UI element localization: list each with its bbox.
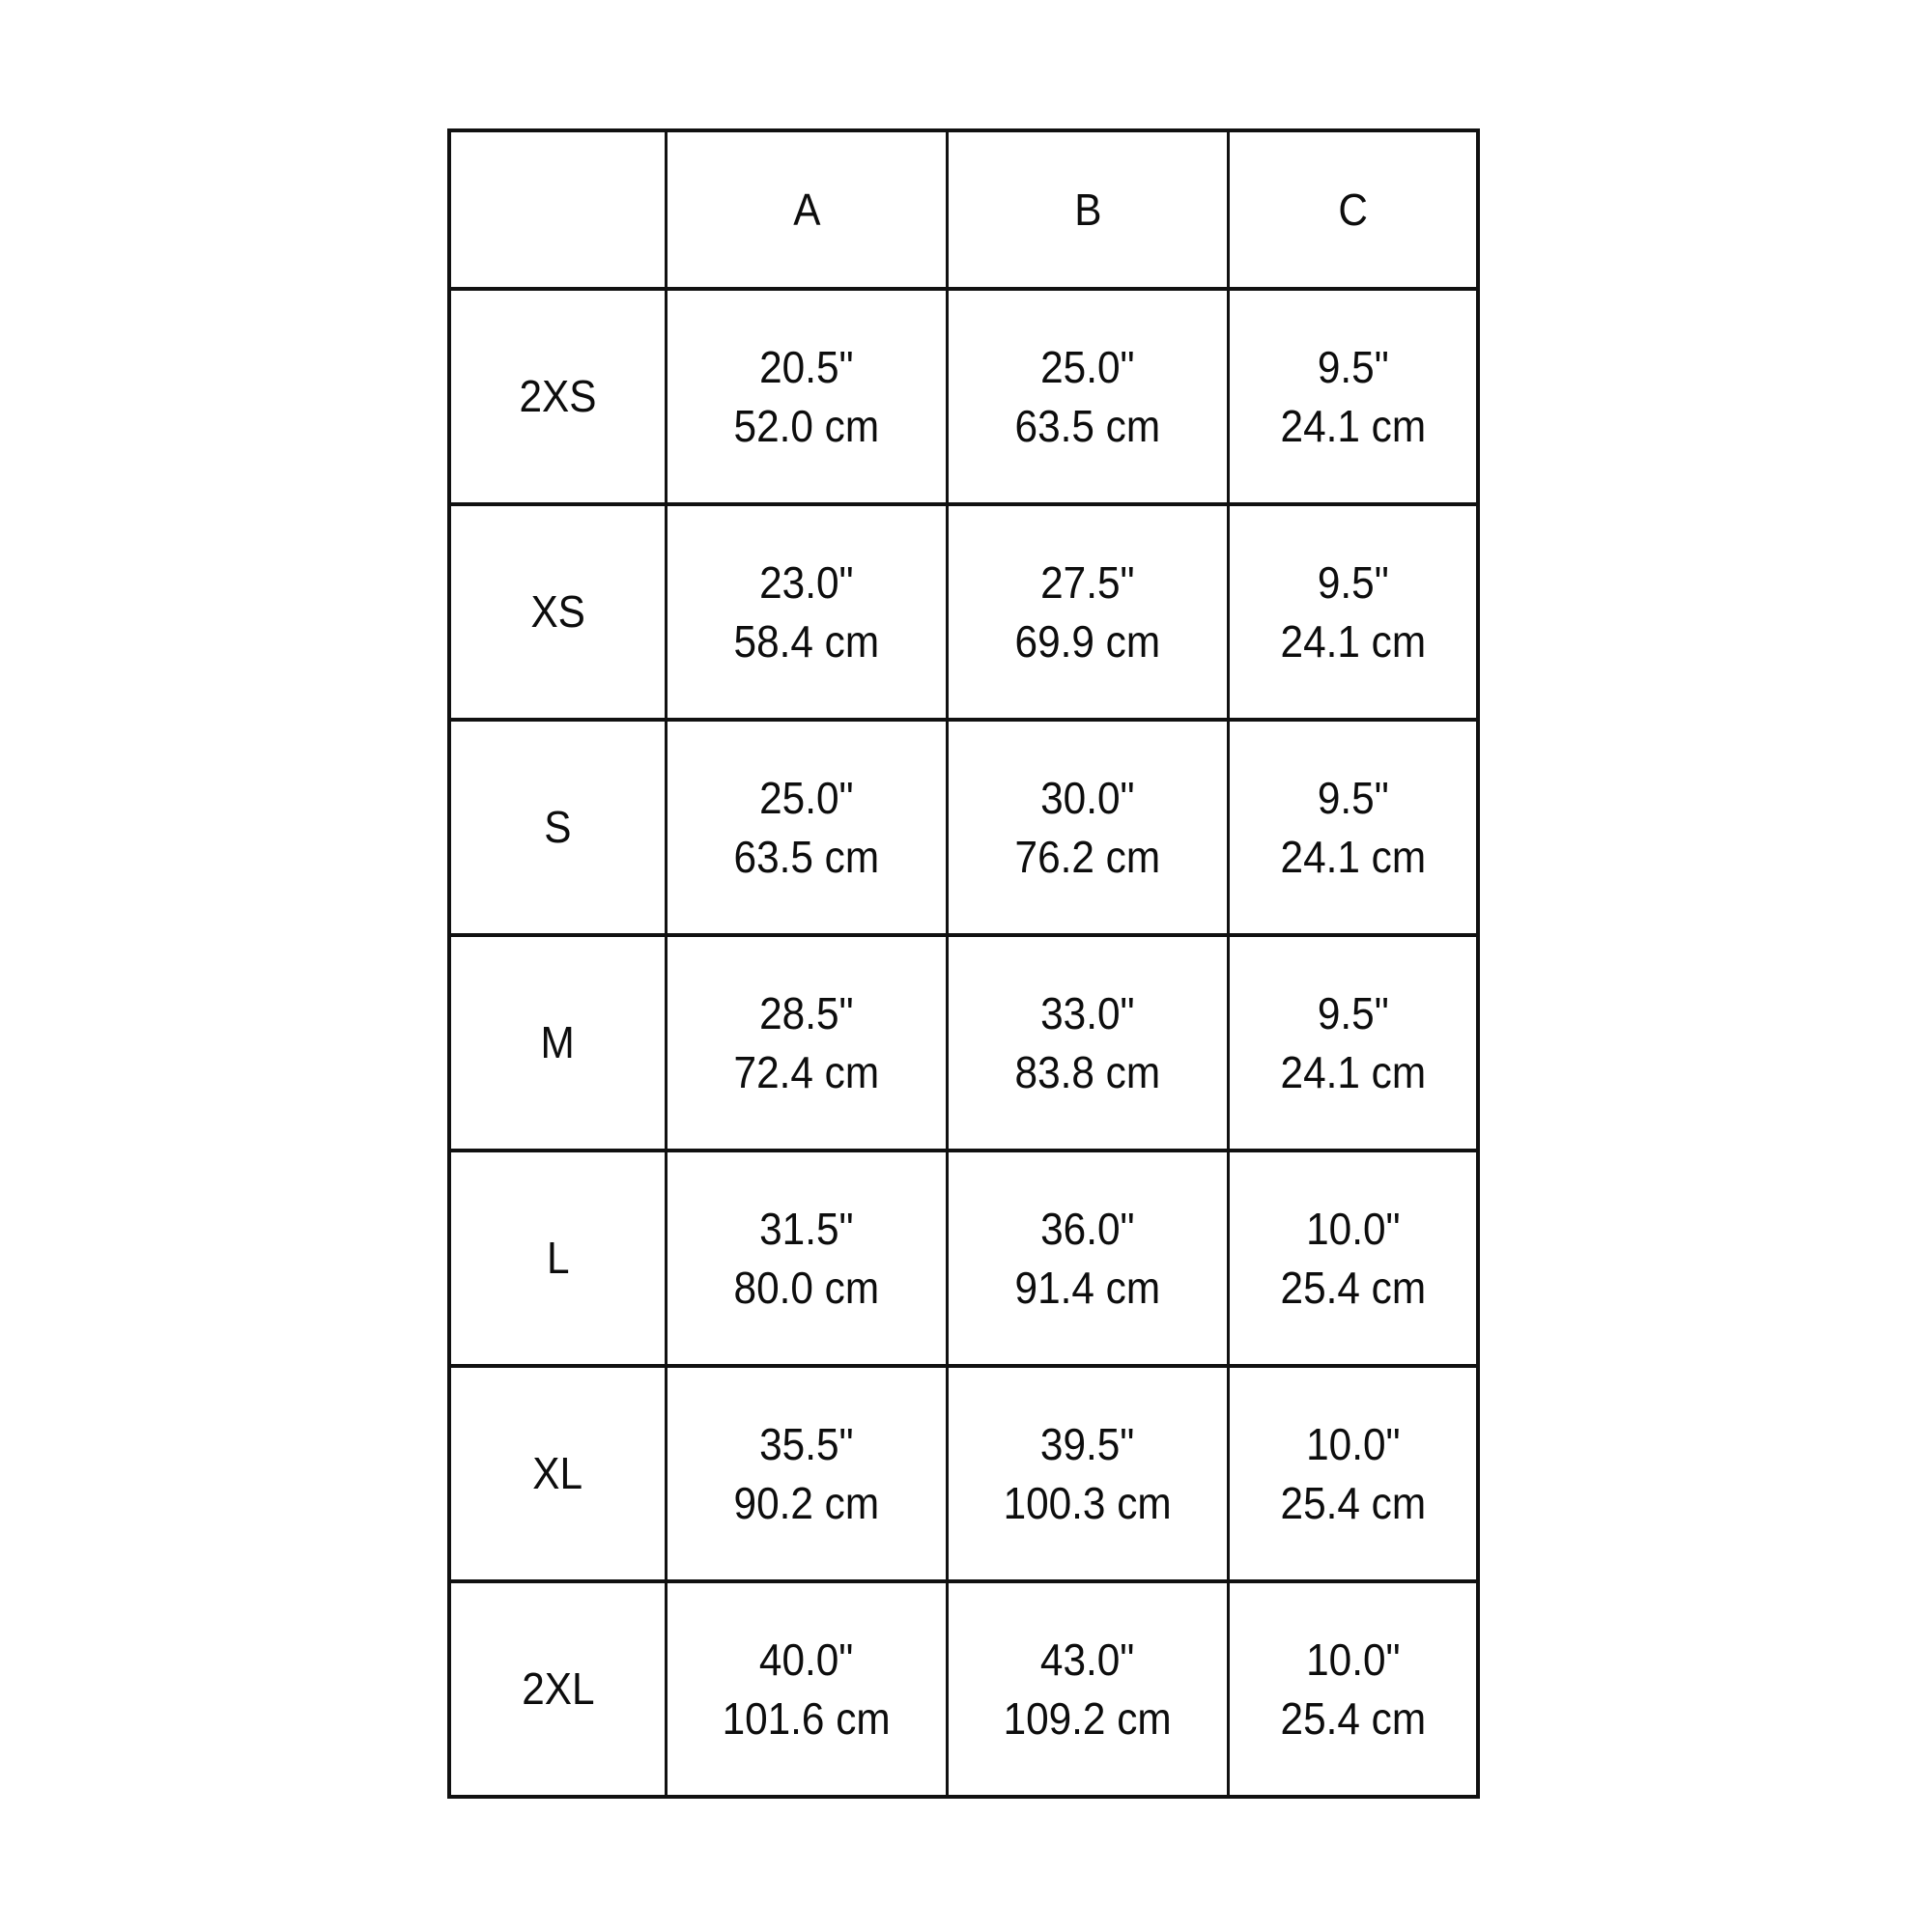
- value-inches: 30.0": [1040, 772, 1135, 823]
- value-cm: 25.4 cm: [1280, 1692, 1426, 1744]
- value-inches: 25.0": [759, 772, 854, 823]
- size-chart-table: A B C 2XS 20.5" 52.0 cm 25.0" 63.5 cm 9.…: [447, 128, 1480, 1799]
- value-inches: 23.0": [759, 556, 854, 608]
- measurement-cell: 10.0" 25.4 cm: [1230, 1152, 1476, 1364]
- row-label-cell: XS: [451, 506, 665, 718]
- value-inches: 20.5": [759, 341, 854, 392]
- row-label: S: [544, 802, 572, 852]
- measurement-cell: 9.5" 24.1 cm: [1230, 506, 1476, 718]
- value-cm: 100.3 cm: [1003, 1477, 1173, 1528]
- row-label-cell: S: [451, 722, 665, 933]
- value-inches: 9.5": [1317, 987, 1389, 1038]
- value-cm: 63.5 cm: [1014, 400, 1161, 451]
- value-cm: 91.4 cm: [1014, 1262, 1161, 1313]
- row-label-cell: 2XL: [451, 1583, 665, 1795]
- value-inches: 40.0": [759, 1634, 854, 1685]
- column-header-label: A: [792, 184, 821, 235]
- header-cell-empty: [451, 132, 665, 287]
- value-inches: 33.0": [1040, 987, 1135, 1038]
- measurement-cell: 23.0" 58.4 cm: [668, 506, 946, 718]
- value-cm: 76.2 cm: [1014, 831, 1161, 882]
- value-cm: 24.1 cm: [1280, 831, 1426, 882]
- row-label: 2XL: [521, 1663, 595, 1714]
- value-cm: 25.4 cm: [1280, 1262, 1426, 1313]
- measurement-cell: 33.0" 83.8 cm: [949, 937, 1227, 1149]
- value-inches: 25.0": [1040, 341, 1135, 392]
- value-cm: 63.5 cm: [733, 831, 880, 882]
- header-cell-a: A: [668, 132, 946, 287]
- value-inches: 39.5": [1040, 1418, 1135, 1469]
- value-inches: 27.5": [1040, 556, 1135, 608]
- value-inches: 31.5": [759, 1203, 854, 1254]
- row-label: M: [540, 1017, 576, 1067]
- value-cm: 24.1 cm: [1280, 1046, 1426, 1097]
- header-cell-c: C: [1230, 132, 1476, 287]
- measurement-cell: 27.5" 69.9 cm: [949, 506, 1227, 718]
- row-label-cell: XL: [451, 1368, 665, 1579]
- measurement-cell: 25.0" 63.5 cm: [668, 722, 946, 933]
- measurement-cell: 31.5" 80.0 cm: [668, 1152, 946, 1364]
- value-cm: 52.0 cm: [733, 400, 880, 451]
- value-cm: 24.1 cm: [1280, 400, 1426, 451]
- measurement-cell: 9.5" 24.1 cm: [1230, 937, 1476, 1149]
- column-header-label: B: [1073, 184, 1102, 235]
- measurement-cell: 30.0" 76.2 cm: [949, 722, 1227, 933]
- value-cm: 109.2 cm: [1003, 1692, 1173, 1744]
- row-label: XL: [532, 1448, 583, 1498]
- value-inches: 10.0": [1305, 1203, 1401, 1254]
- value-inches: 9.5": [1317, 556, 1389, 608]
- value-cm: 69.9 cm: [1014, 615, 1161, 667]
- value-inches: 28.5": [759, 987, 854, 1038]
- row-label-cell: 2XS: [451, 291, 665, 502]
- value-inches: 35.5": [759, 1418, 854, 1469]
- value-cm: 80.0 cm: [733, 1262, 880, 1313]
- value-inches: 10.0": [1305, 1634, 1401, 1685]
- value-inches: 9.5": [1317, 341, 1389, 392]
- measurement-cell: 28.5" 72.4 cm: [668, 937, 946, 1149]
- row-label: 2XS: [519, 371, 597, 421]
- header-cell-b: B: [949, 132, 1227, 287]
- measurement-cell: 35.5" 90.2 cm: [668, 1368, 946, 1579]
- measurement-cell: 9.5" 24.1 cm: [1230, 291, 1476, 502]
- value-inches: 9.5": [1317, 772, 1389, 823]
- measurement-cell: 39.5" 100.3 cm: [949, 1368, 1227, 1579]
- row-label-cell: L: [451, 1152, 665, 1364]
- measurement-cell: 20.5" 52.0 cm: [668, 291, 946, 502]
- value-inches: 36.0": [1040, 1203, 1135, 1254]
- column-header-label: C: [1338, 184, 1368, 235]
- value-cm: 24.1 cm: [1280, 615, 1426, 667]
- row-label: L: [546, 1233, 570, 1283]
- measurement-cell: 40.0" 101.6 cm: [668, 1583, 946, 1795]
- value-cm: 72.4 cm: [733, 1046, 880, 1097]
- value-inches: 10.0": [1305, 1418, 1401, 1469]
- value-cm: 90.2 cm: [733, 1477, 880, 1528]
- measurement-cell: 43.0" 109.2 cm: [949, 1583, 1227, 1795]
- measurement-cell: 25.0" 63.5 cm: [949, 291, 1227, 502]
- measurement-cell: 9.5" 24.1 cm: [1230, 722, 1476, 933]
- value-cm: 58.4 cm: [733, 615, 880, 667]
- value-cm: 101.6 cm: [722, 1692, 892, 1744]
- value-cm: 83.8 cm: [1014, 1046, 1161, 1097]
- measurement-cell: 36.0" 91.4 cm: [949, 1152, 1227, 1364]
- row-label-cell: M: [451, 937, 665, 1149]
- measurement-cell: 10.0" 25.4 cm: [1230, 1368, 1476, 1579]
- measurement-cell: 10.0" 25.4 cm: [1230, 1583, 1476, 1795]
- row-label: XS: [530, 586, 585, 637]
- value-inches: 43.0": [1040, 1634, 1135, 1685]
- value-cm: 25.4 cm: [1280, 1477, 1426, 1528]
